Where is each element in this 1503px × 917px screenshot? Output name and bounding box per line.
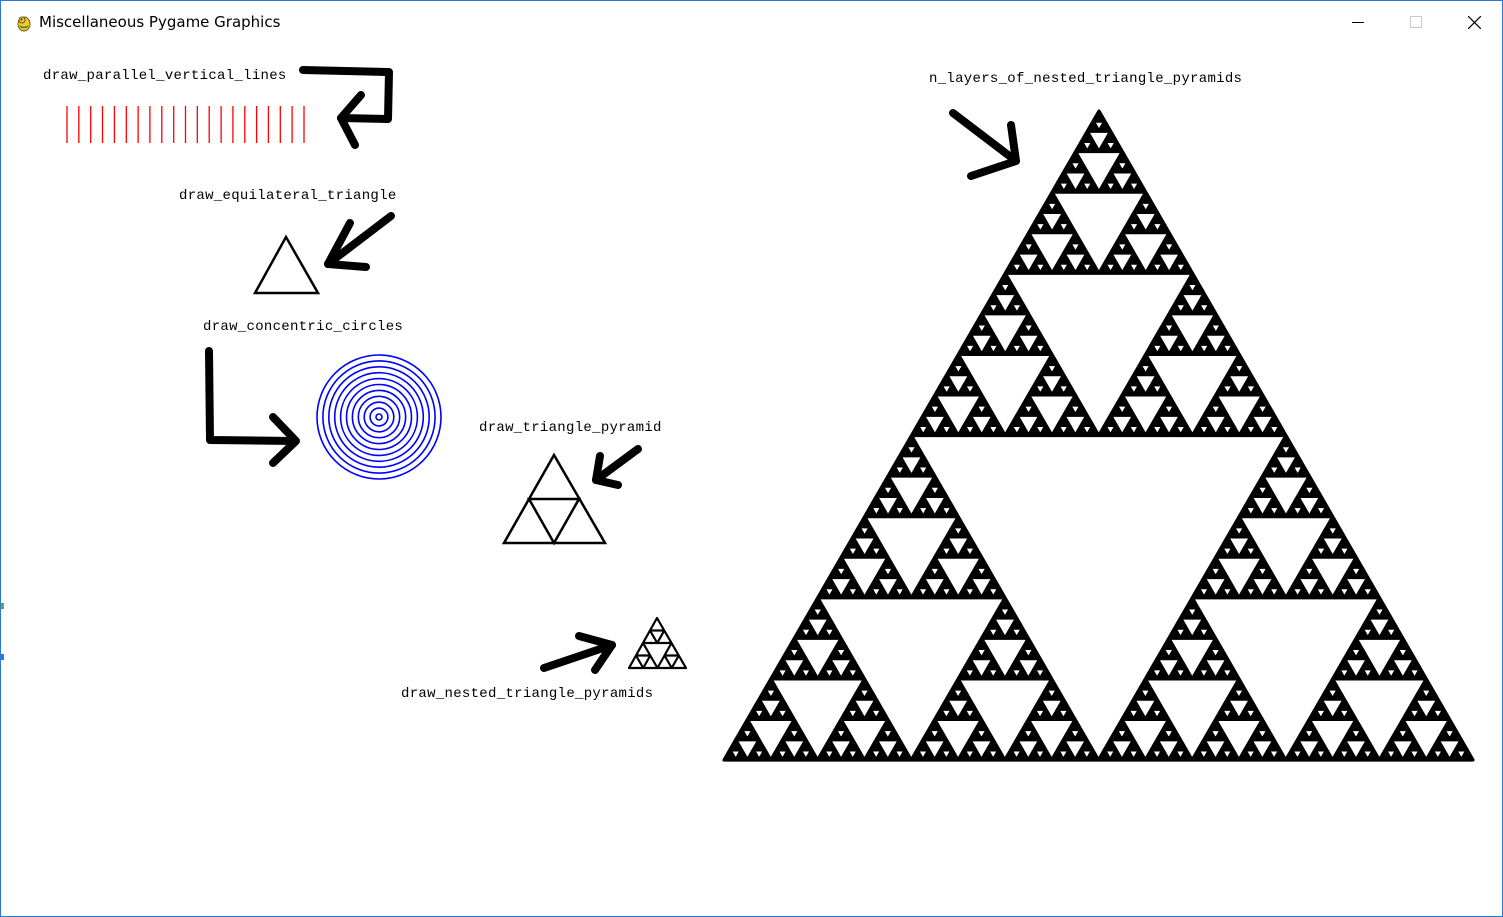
sierpinski-outline bbox=[722, 109, 1475, 762]
parallel-vertical-lines bbox=[66, 106, 305, 143]
circle bbox=[375, 413, 383, 421]
arrow-to-parallel-lines bbox=[299, 66, 393, 149]
circle bbox=[345, 383, 413, 451]
nested-pyramid-outline bbox=[627, 616, 688, 670]
pygame-canvas[interactable]: draw_parallel_vertical_lines draw_equila… bbox=[1, 43, 1502, 916]
window-title: Miscellaneous Pygame Graphics bbox=[39, 13, 281, 31]
label-equilateral-triangle: draw_equilateral_triangle bbox=[179, 188, 397, 204]
arrow-to-n-layers bbox=[949, 109, 1020, 180]
label-triangle-pyramid: draw_triangle_pyramid bbox=[479, 420, 662, 436]
arrow-to-nested-pyramids bbox=[540, 632, 616, 674]
n-layers-nested-triangle-pyramids bbox=[722, 109, 1475, 762]
label-parallel-vertical-lines: draw_parallel_vertical_lines bbox=[43, 68, 287, 84]
maximize-button[interactable] bbox=[1387, 1, 1445, 43]
circle bbox=[327, 365, 430, 468]
equilateral-triangle bbox=[252, 234, 321, 295]
minimize-icon bbox=[1352, 22, 1364, 23]
label-n-layers: n_layers_of_nested_triangle_pyramids bbox=[929, 71, 1243, 87]
circle bbox=[339, 377, 419, 457]
circle bbox=[369, 407, 389, 427]
minimize-button[interactable] bbox=[1329, 1, 1387, 43]
label-concentric-circles: draw_concentric_circles bbox=[203, 319, 404, 335]
title-bar[interactable]: Miscellaneous Pygame Graphics bbox=[1, 1, 1502, 43]
label-nested-triangle-pyramids: draw_nested_triangle_pyramids bbox=[401, 686, 654, 702]
left-edge-marks bbox=[1, 603, 4, 660]
circle bbox=[363, 401, 395, 433]
circle bbox=[322, 360, 436, 474]
circle bbox=[351, 389, 407, 445]
circle bbox=[333, 371, 425, 463]
concentric-circles bbox=[316, 354, 442, 480]
maximize-icon bbox=[1410, 16, 1422, 28]
nested-triangle-pyramids bbox=[627, 616, 688, 670]
close-button[interactable] bbox=[1445, 1, 1502, 43]
pygame-snake-icon bbox=[17, 16, 31, 32]
triangle-pyramid bbox=[501, 452, 608, 546]
drawing-surface bbox=[66, 66, 1475, 762]
close-icon bbox=[1467, 15, 1481, 29]
arrows bbox=[205, 66, 1020, 674]
circle bbox=[357, 395, 401, 439]
arrow-to-equilateral-triangle bbox=[324, 212, 395, 271]
arrow-to-concentric-circles bbox=[205, 347, 300, 467]
arrow-to-triangle-pyramid bbox=[592, 445, 642, 489]
circle bbox=[316, 354, 442, 480]
